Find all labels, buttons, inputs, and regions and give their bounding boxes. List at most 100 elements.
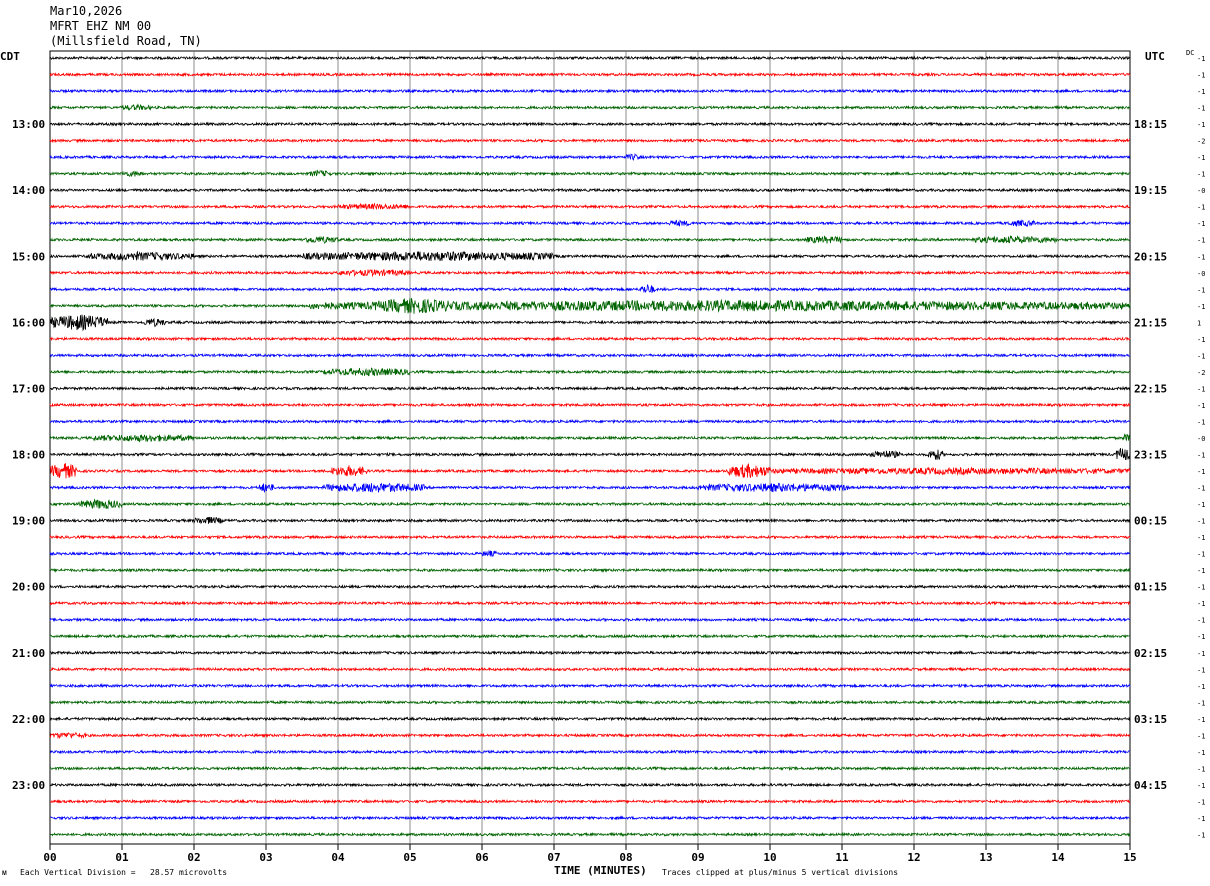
dc-offset-value: -1: [1197, 452, 1205, 460]
left-time-label: 13:00: [12, 118, 45, 131]
dc-offset-value: -1: [1197, 666, 1205, 674]
x-tick-label: 03: [259, 851, 272, 864]
trace-row-33: [49, 600, 1131, 606]
trace-row-34: [49, 616, 1131, 623]
trace-row-1: [49, 71, 1131, 78]
trace-row-17: [49, 336, 1131, 342]
dc-offset-value: -0: [1197, 270, 1205, 278]
dc-offset-value: -0: [1197, 435, 1205, 443]
dc-offset-value: -1: [1197, 732, 1205, 740]
dc-offset-value: -1: [1197, 765, 1205, 773]
dc-offset-value: -1: [1197, 831, 1205, 839]
trace-row-28: [49, 516, 1131, 525]
trace-row-42: [49, 749, 1131, 755]
clip-note: Traces clipped at plus/minus 5 vertical …: [662, 868, 899, 877]
trace-row-29: [49, 534, 1131, 540]
dc-offset-value: -1: [1197, 749, 1205, 757]
trace-row-31: [49, 567, 1131, 573]
dc-offset-value: -1: [1197, 171, 1205, 179]
dc-offset-value: -1: [1197, 402, 1205, 410]
right-time-label: 02:15: [1134, 647, 1167, 660]
grid: [49, 50, 1131, 850]
dc-offset-value: -1: [1197, 716, 1205, 724]
dc-offset-value: -1: [1197, 468, 1205, 476]
dc-offset-value: -1: [1197, 385, 1205, 393]
dc-offset-value: -1: [1197, 352, 1205, 360]
dc-offset-value: -1: [1197, 683, 1205, 691]
dc-offset-value: -1: [1197, 237, 1205, 245]
left-timezone-label: CDT: [0, 50, 20, 63]
trace-row-35: [49, 633, 1131, 639]
dc-offset-value: -1: [1197, 567, 1205, 575]
trace-row-16: [49, 314, 1131, 332]
trace-row-0: [49, 55, 1131, 61]
left-time-label: 14:00: [12, 184, 45, 197]
plot-date: Mar10,2026: [50, 4, 123, 18]
plot-frame: [49, 50, 1131, 845]
right-time-label: 00:15: [1134, 515, 1167, 528]
trace-row-7: [49, 169, 1130, 177]
dc-offset-value: -1: [1197, 650, 1205, 658]
dc-offset-value: -1: [1197, 303, 1205, 311]
x-tick-label: 04: [331, 851, 345, 864]
dc-offset-value: -0: [1197, 187, 1205, 195]
dc-offset-value: -1: [1197, 485, 1205, 493]
trace-row-15: [49, 297, 1131, 314]
left-time-label: 21:00: [12, 647, 45, 660]
x-tick-label: 12: [907, 851, 920, 864]
dc-offset-value: -1: [1197, 617, 1205, 625]
trace-row-22: [49, 418, 1131, 425]
x-tick-label: 11: [835, 851, 849, 864]
x-tick-label: 06: [475, 851, 489, 864]
x-tick-label: 05: [403, 851, 416, 864]
dc-offset-value: -1: [1197, 600, 1205, 608]
x-tick-label: 15: [1123, 851, 1136, 864]
trace-row-32: [49, 583, 1131, 590]
trace-row-13: [49, 268, 1131, 278]
dc-offset-value: -1: [1197, 584, 1205, 592]
x-tick-label: 07: [547, 851, 560, 864]
trace-row-40: [49, 716, 1131, 722]
right-time-label: 18:15: [1134, 118, 1167, 131]
dc-offset-value: -1: [1197, 105, 1205, 113]
right-time-label: 04:15: [1134, 779, 1167, 792]
trace-row-8: [49, 187, 1131, 193]
dc-offset-value: 1: [1197, 319, 1201, 327]
right-time-label: 03:15: [1134, 713, 1167, 726]
trace-row-25: [50, 463, 1131, 479]
dc-offset-value: -2: [1197, 369, 1205, 377]
left-time-label: 16:00: [12, 316, 45, 329]
dc-offset-value: -1: [1197, 336, 1205, 344]
scale-note: Each Vertical Division = 28.57 microvolt…: [20, 868, 228, 877]
station-code: MFRT EHZ NM 00: [50, 19, 152, 33]
right-timezone-label: UTC: [1145, 50, 1165, 63]
trace-row-14: [49, 284, 1131, 294]
trace-row-11: [49, 234, 1131, 244]
dc-label: DC: [1186, 49, 1195, 57]
x-tick-label: 13: [979, 851, 992, 864]
trace-row-10: [49, 219, 1131, 228]
dc-offset-value: -1: [1197, 815, 1205, 823]
dc-offset-value: -1: [1197, 253, 1205, 261]
dc-offset-value: -1: [1197, 551, 1205, 559]
trace-row-23: [49, 433, 1131, 443]
trace-row-2: [49, 88, 1131, 94]
dc-offset-value: -1: [1197, 633, 1205, 641]
trace-row-27: [49, 498, 1131, 510]
dc-offset-value: -1: [1197, 501, 1205, 509]
dc-offset-value: -1: [1197, 782, 1205, 790]
right-time-label: 22:15: [1134, 382, 1167, 395]
dc-offset-value: -1: [1197, 220, 1205, 228]
trace-row-24: [49, 447, 1131, 461]
left-time-label: 18:00: [12, 449, 45, 462]
trace-row-4: [49, 121, 1131, 127]
right-time-label: 01:15: [1134, 581, 1167, 594]
trace-group: [49, 55, 1131, 838]
dc-offset-value: -1: [1197, 204, 1205, 212]
right-time-label: 20:15: [1134, 250, 1167, 263]
trace-row-6: [49, 152, 1130, 161]
trace-row-21: [49, 402, 1131, 408]
label-group: 00 01 02 03 04 05 06 07 08 09 10 11 12 13 14 15 -1 -1 -1 -1…: [12, 55, 1205, 864]
x-tick-label: 08: [619, 851, 632, 864]
